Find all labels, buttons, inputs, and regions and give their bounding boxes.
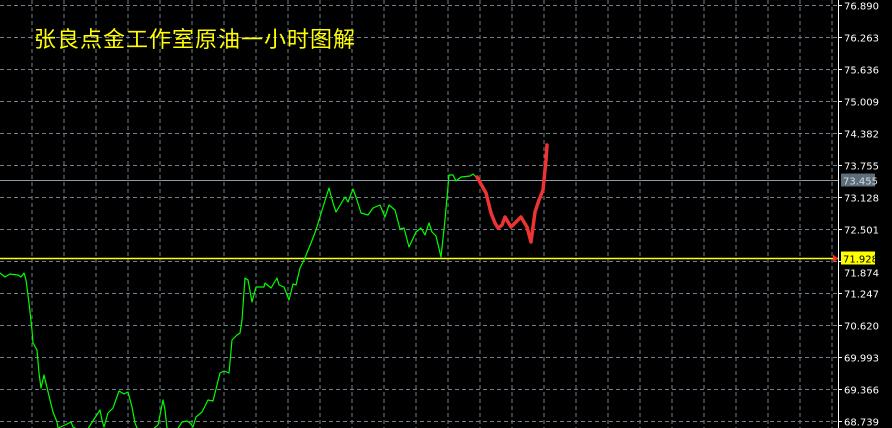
y-tick-label: 70.620	[844, 322, 879, 333]
y-tick-label: 72.501	[844, 226, 879, 237]
y-tick-label: 76.263	[844, 34, 879, 45]
current-price-badge	[841, 173, 875, 187]
level-arrow-icon	[833, 254, 838, 263]
y-tick-label: 71.247	[844, 290, 879, 301]
series-lines	[0, 143, 838, 428]
y-tick-label: 76.890	[844, 2, 879, 13]
level-label: 71.928	[843, 255, 878, 266]
y-tick-label: 69.993	[844, 354, 879, 365]
y-tick-label: 75.009	[844, 98, 879, 109]
projection-line	[475, 143, 549, 244]
y-tick-label: 73.755	[844, 162, 879, 173]
price-axis: 76.890 76.263 75.636 75.009 74.382 73.755 73.1…	[833, 0, 879, 428]
y-tick-label: 68.739	[844, 418, 879, 428]
y-tick-label: 74.382	[844, 130, 879, 141]
current-price-label: 73.455	[843, 177, 878, 188]
y-tick-label: 71.874	[844, 269, 879, 280]
level-badge	[841, 251, 875, 265]
y-tick-label: 69.366	[844, 386, 879, 397]
grid	[0, 0, 838, 428]
y-tick-label: 75.636	[844, 66, 879, 77]
chart-title: 张良点金工作室原油一小时图解	[34, 28, 357, 53]
y-tick-label: 73.128	[844, 194, 879, 205]
